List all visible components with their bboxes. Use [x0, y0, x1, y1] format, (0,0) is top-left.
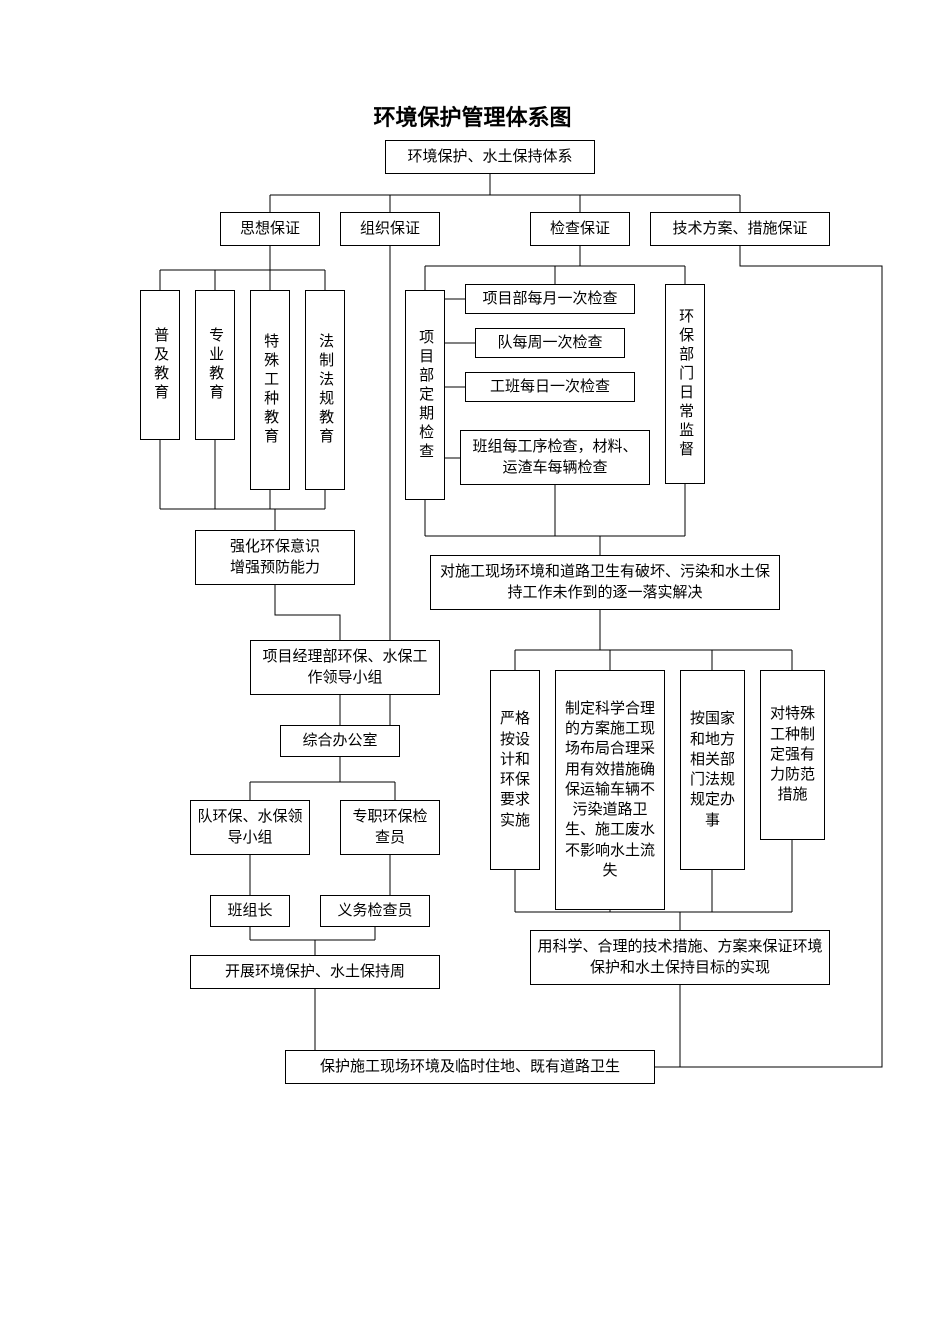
- node-huanbao: 队环保、水保领导小组: [190, 800, 310, 855]
- node-dingqi: 项目部定期检查: [405, 290, 445, 500]
- node-kexue: 用科学、合理的技术措施、方案来保证环境保护和水土保持目标的实现: [530, 930, 830, 985]
- diagram-canvas: 环境保护管理体系图 环境保护、水土保持体系思想保证组织保证检查保证技术方案、措施…: [0, 0, 945, 1337]
- node-puji: 普及教育: [140, 290, 180, 440]
- node-root: 环境保护、水土保持体系: [385, 140, 595, 174]
- node-sixiang: 思想保证: [220, 212, 320, 246]
- connector: [655, 985, 680, 1067]
- connector: [275, 585, 340, 640]
- node-office: 综合办公室: [280, 725, 400, 757]
- node-chk2: 队每周一次检查: [475, 328, 625, 358]
- node-zhiding: 制定科学合理的方案施工现场布局合理采用有效措施确保运输车辆不污染道路卫生、施工废…: [555, 670, 665, 910]
- node-yan: 严格按设计和环保要求实施: [490, 670, 540, 870]
- node-fazhi: 法制法规教育: [305, 290, 345, 490]
- node-luoshi: 对施工现场环境和道路卫生有破坏、污染和水土保持工作未作到的逐一落实解决: [430, 555, 780, 610]
- node-chk1: 项目部每月一次检查: [465, 284, 635, 314]
- node-zhuanzhi: 专职环保检查员: [340, 800, 440, 855]
- node-baohu: 保护施工现场环境及临时住地、既有道路卫生: [285, 1050, 655, 1084]
- edge-layer: [0, 0, 945, 1337]
- node-lingdao: 项目经理部环保、水保工作领导小组: [250, 640, 440, 695]
- node-banzu: 班组长: [210, 895, 290, 927]
- node-chk4: 班组每工序检查，材料、运渣车每辆检查: [460, 430, 650, 485]
- node-yiwu: 义务检查员: [320, 895, 430, 927]
- node-jiancha: 检查保证: [530, 212, 630, 246]
- node-qianghua: 强化环保意识 增强预防能力: [195, 530, 355, 585]
- node-zhuanye: 专业教育: [195, 290, 235, 440]
- node-kaizhan: 开展环境保护、水土保持周: [190, 955, 440, 989]
- node-chk3: 工班每日一次检查: [465, 372, 635, 402]
- node-teshu: 特殊工种教育: [250, 290, 290, 490]
- node-jiandu: 环保部门日常监督: [665, 284, 705, 484]
- node-duiteshu: 对特殊工种制定强有力防范措施: [760, 670, 825, 840]
- node-jishu: 技术方案、措施保证: [650, 212, 830, 246]
- node-anguo: 按国家和地方相关部门法规规定办事: [680, 670, 745, 870]
- node-zuzhi: 组织保证: [340, 212, 440, 246]
